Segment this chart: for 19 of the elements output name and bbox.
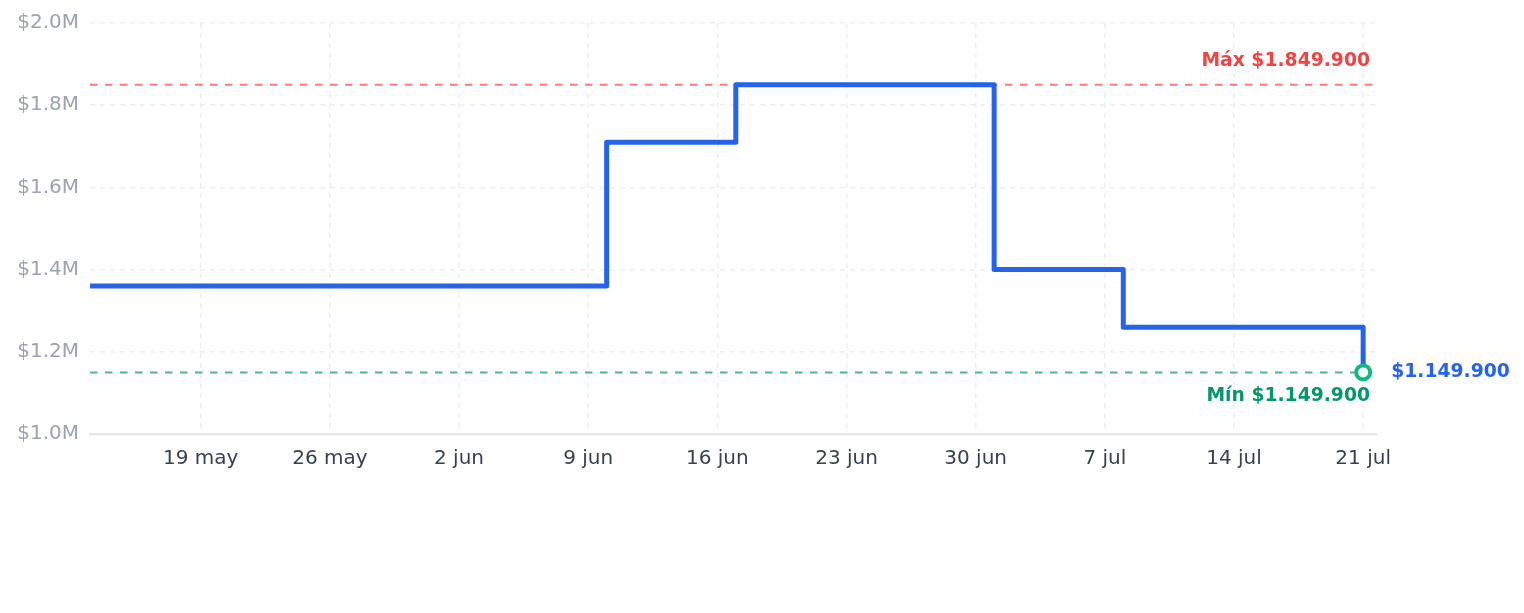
x-tick-label: 14 jul [1206,445,1262,470]
x-tick-label: 21 jul [1335,445,1391,470]
x-tick-label: 16 jun [686,445,749,470]
y-tick-label: $1.4M [17,255,79,280]
y-tick-label: $1.8M [17,91,79,116]
x-tick-label: 7 jul [1083,445,1127,470]
x-tick-label: 26 may [292,445,368,470]
ref-line-label: Mín $1.149.900 [1206,384,1370,406]
y-tick-label: $1.6M [17,173,79,198]
y-tick-label: $1.2M [17,338,79,362]
x-tick-label: 19 may [163,445,239,470]
x-tick-label: 30 jun [944,445,1008,470]
x-tick-label: 2 jun [434,445,485,470]
y-tick-label: $2.0M [17,9,79,34]
y-tick-label: $1.0M [17,420,79,445]
x-tick-label: 23 jun [815,445,878,470]
x-tick-label: 9 jun [563,445,614,470]
annotation: $1.149.900 [1391,360,1510,382]
ref-line-label: Máx $1.849.900 [1201,48,1370,70]
